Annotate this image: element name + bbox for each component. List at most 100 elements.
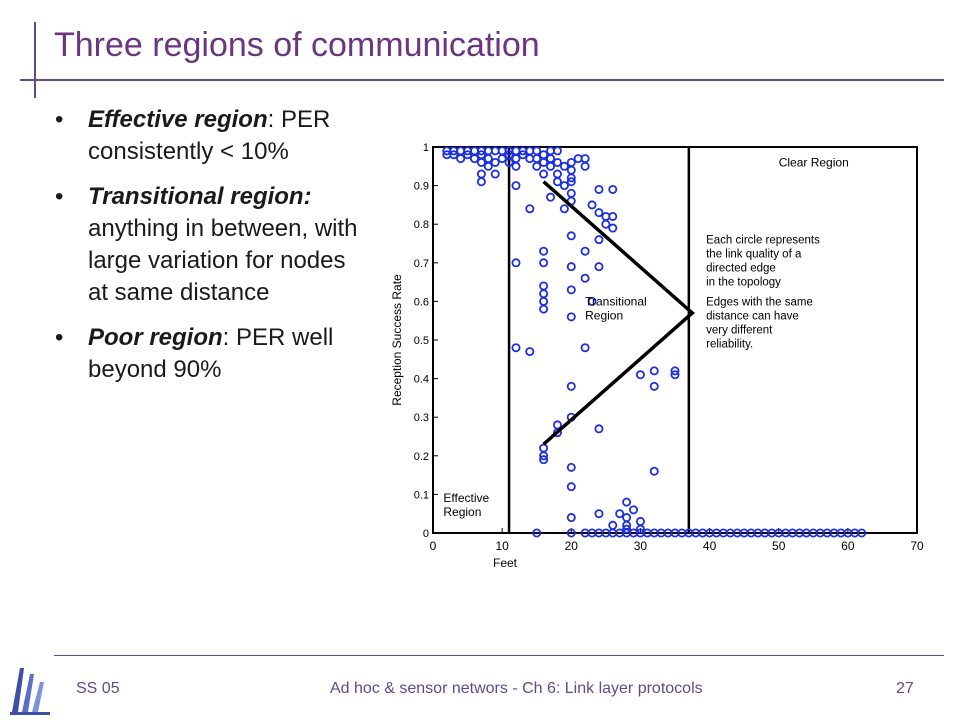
- y-tick-label: 0.4: [414, 374, 429, 386]
- data-point: [622, 497, 632, 507]
- data-point: [539, 443, 549, 453]
- data-point: [622, 524, 632, 534]
- bullet-term-separator: :: [267, 106, 275, 133]
- data-point: [608, 184, 618, 194]
- y-tick-label: 0: [423, 528, 429, 540]
- data-point: [566, 231, 576, 241]
- data-point: [566, 262, 576, 272]
- data-point: [490, 157, 500, 167]
- data-point: [566, 285, 576, 295]
- data-point: [504, 157, 514, 167]
- data-point: [532, 161, 542, 171]
- data-point: [580, 343, 590, 353]
- bullet-item: • Poor region: PER well beyond 90%: [52, 322, 372, 386]
- data-point: [476, 157, 486, 167]
- university-logo-icon: [10, 668, 50, 715]
- footer-course: SS 05: [76, 680, 120, 697]
- title-horizontal-rule: [20, 79, 944, 81]
- y-tick-label: 0.5: [414, 335, 429, 347]
- bullet-term: Transitional region:: [88, 183, 312, 210]
- data-point: [525, 347, 535, 357]
- bullet-text: PER well beyond 90%: [88, 324, 334, 383]
- y-tick-label: 1: [423, 142, 429, 154]
- annotation-line: Edges with the same: [706, 297, 813, 309]
- x-tick-label: 0: [430, 539, 437, 553]
- region-label-line: Effective: [443, 491, 489, 505]
- data-point: [552, 157, 562, 167]
- data-point: [594, 424, 604, 434]
- data-point: [539, 150, 549, 160]
- data-point: [539, 246, 549, 256]
- x-tick-label: 50: [772, 539, 786, 553]
- region-label-line: Transitional: [585, 294, 647, 308]
- region-label-line: Clear Region: [779, 155, 849, 169]
- bullet-item: • Effective region: PER consistently < 10…: [52, 104, 372, 168]
- y-tick-label: 0.2: [414, 451, 429, 463]
- bullet-list: • Effective region: PER consistently < 10…: [52, 104, 372, 399]
- data-point: [580, 273, 590, 283]
- data-point: [546, 192, 556, 202]
- annotation-line: directed edge: [706, 263, 776, 275]
- annotation-line: very different: [706, 325, 773, 337]
- region-label-line: Region: [585, 308, 623, 322]
- transitional-arrow: [542, 180, 695, 446]
- data-point: [552, 428, 562, 438]
- data-point: [476, 177, 486, 187]
- x-tick-label: 70: [910, 539, 924, 553]
- data-point: [456, 154, 466, 164]
- data-point: [539, 451, 549, 461]
- data-point: [622, 513, 632, 523]
- data-point: [635, 516, 645, 526]
- data-point: [629, 505, 639, 515]
- data-point: [463, 150, 473, 160]
- data-point: [566, 173, 576, 183]
- annotation-line: Each circle represents: [706, 235, 820, 247]
- data-point: [594, 235, 604, 245]
- data-point: [539, 157, 549, 167]
- data-point: [539, 258, 549, 268]
- x-tick-label: 30: [634, 539, 648, 553]
- x-tick-label: 60: [841, 539, 855, 553]
- data-point: [552, 177, 562, 187]
- data-point: [608, 223, 618, 233]
- data-point: [511, 154, 521, 164]
- y-tick-label: 0.9: [414, 181, 429, 193]
- data-point: [635, 370, 645, 380]
- bullet-text: PER consistently < 10%: [88, 106, 331, 165]
- region-label: Clear Region: [779, 155, 849, 169]
- data-point: [635, 524, 645, 534]
- y-tick-label: 0.3: [414, 412, 429, 424]
- bullet-term: Effective region: [88, 106, 268, 133]
- x-tick-label: 20: [565, 539, 579, 553]
- data-point: [670, 366, 680, 376]
- data-point: [449, 150, 459, 160]
- footer-rule: [54, 655, 944, 656]
- data-point: [476, 169, 486, 179]
- data-point: [469, 154, 479, 164]
- data-point: [511, 343, 521, 353]
- bullet-marker: •: [55, 324, 64, 351]
- data-point: [670, 370, 680, 380]
- x-tick-label: 10: [495, 539, 509, 553]
- reception-scatter-chart: 0 10 20 30 40 50 60 70 0 0.1 0.2 0.3 0.4 0.5 0.6 0.7 0.8…: [390, 142, 924, 570]
- data-point: [497, 154, 507, 164]
- footer-chapter: Ad hoc & sensor networs - Ch 6: Link lay…: [330, 680, 703, 697]
- data-point: [601, 219, 611, 229]
- data-point: [539, 289, 549, 299]
- data-point: [511, 258, 521, 268]
- data-point: [615, 509, 625, 519]
- data-point: [552, 420, 562, 430]
- x-tick-label: 40: [703, 539, 717, 553]
- bullet-item: • Transitional region: anything in betwee…: [52, 181, 372, 309]
- data-point: [518, 150, 528, 160]
- data-point: [566, 157, 576, 167]
- data-point: [525, 204, 535, 214]
- data-point: [566, 381, 576, 391]
- data-point: [649, 366, 659, 376]
- data-point: [511, 161, 521, 171]
- data-point: [587, 200, 597, 210]
- region-label-line: Region: [443, 505, 481, 519]
- data-point: [594, 262, 604, 272]
- data-point: [483, 154, 493, 164]
- data-point: [559, 181, 569, 191]
